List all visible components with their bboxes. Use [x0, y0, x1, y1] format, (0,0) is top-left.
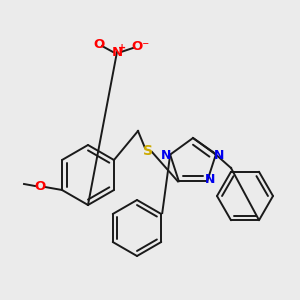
Text: +: +: [118, 43, 126, 53]
Text: N: N: [214, 149, 224, 162]
Text: O: O: [34, 179, 46, 193]
Text: N: N: [161, 149, 171, 162]
Text: S: S: [143, 144, 153, 158]
Text: O⁻: O⁻: [131, 40, 149, 53]
Text: N: N: [205, 173, 215, 186]
Text: N: N: [111, 46, 123, 59]
Text: O: O: [93, 38, 105, 50]
